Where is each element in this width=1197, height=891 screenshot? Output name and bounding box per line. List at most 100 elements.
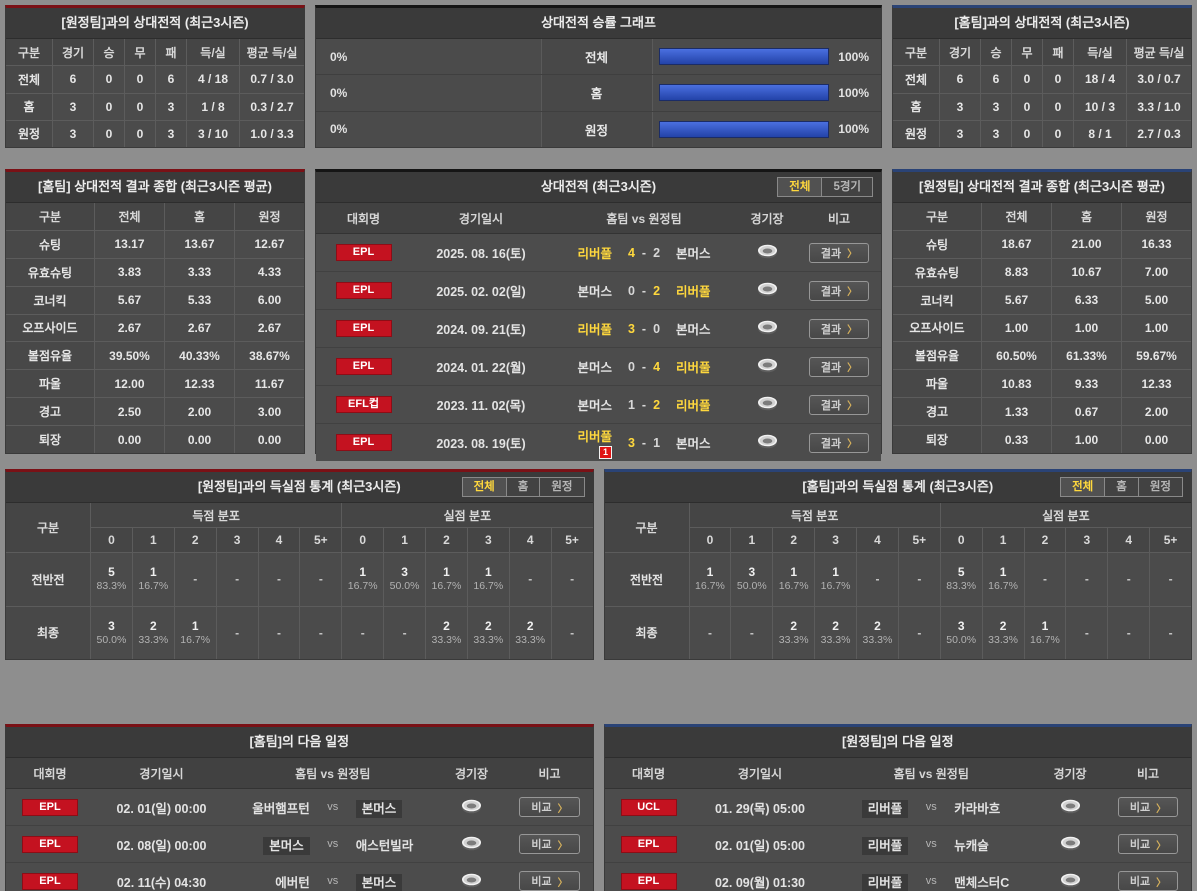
stadium-link[interactable]	[437, 798, 507, 817]
middle-row: [홈팀] 상대전적 결과 종합 (최근3시즌 평균) 구분 전체 홈 원정 슈팅 13.1…	[5, 169, 1192, 461]
tab-홈[interactable]: 홈	[1105, 477, 1139, 497]
winrate-chart-panel: 상대전적 승률 그래프 0% 전체 100% 0% 홈 100% 0% 원정 100%	[315, 5, 882, 148]
away-winrate-bar-track	[658, 120, 830, 138]
stadium-link[interactable]	[737, 395, 797, 414]
schedule-teams: 리버풀 vs 맨체스터C	[828, 872, 1036, 891]
compare-button[interactable]: 비교 〉	[519, 834, 580, 854]
tab-원정[interactable]: 원정	[1138, 477, 1183, 497]
count-value: 2	[443, 618, 450, 633]
stat-value: 2.67	[165, 314, 234, 342]
stat-value: 13.67	[165, 230, 234, 258]
home-winrate-value: 0%	[330, 49, 348, 64]
stat-value: 0.33	[982, 426, 1051, 453]
league-cell: EPL	[6, 872, 94, 890]
away-winrate-value: 100%	[838, 85, 869, 100]
note-column-header: 비고	[1136, 766, 1160, 781]
stadium-link[interactable]	[737, 243, 797, 262]
percent-value: 16.7%	[473, 580, 504, 593]
away-team-label: 본머스	[355, 873, 403, 891]
empty-value: -	[749, 625, 754, 640]
compare-button[interactable]: 비교 〉	[1117, 834, 1179, 854]
schedule-teams: 본머스 vs 애스턴빌라	[229, 835, 437, 855]
home-team-label: 본머스	[577, 399, 612, 413]
vs-label: vs	[327, 838, 339, 850]
match-date: 2024. 01. 22(월)	[436, 361, 526, 375]
match-score: 3-0	[612, 322, 676, 336]
result-button[interactable]: 결과 〉	[808, 432, 870, 453]
goal-dist-cell: -	[174, 553, 216, 606]
teams-column-header: 홈팀 vs 원정팀	[295, 766, 371, 781]
tab-5경기[interactable]: 5경기	[822, 177, 873, 197]
schedule-table-body: EPL 02. 01(일) 00:00 울버햄프턴 vs 본머스 비교 〉 EPL 02. 08…	[6, 789, 593, 891]
stadium-link[interactable]	[737, 319, 797, 338]
percent-value: 16.7%	[180, 633, 211, 646]
compare-button[interactable]: 비교 〉	[519, 797, 580, 817]
compare-button[interactable]: 비교 〉	[1117, 871, 1179, 891]
stat-value: 0.00	[95, 426, 164, 453]
column-header: 패	[1043, 39, 1073, 66]
result-button[interactable]: 결과 〉	[808, 242, 870, 263]
result-button[interactable]: 결과 〉	[808, 394, 870, 415]
tab-전체[interactable]: 전체	[777, 177, 823, 197]
stadium-link[interactable]	[737, 433, 797, 452]
stadium-link[interactable]	[737, 357, 797, 376]
result-button-label: 결과	[820, 399, 842, 412]
league-badge: EPL	[335, 244, 392, 261]
result-button[interactable]: 결과 〉	[808, 356, 870, 377]
date-column-header: 경기일시	[737, 766, 783, 781]
score-separator: -	[641, 283, 647, 298]
stat-value: 0.3 / 2.7	[240, 93, 304, 120]
date-column-header: 경기일시	[139, 766, 184, 781]
match-row: EPL 2025. 02. 02(일) 본머스 0-2 리버풀 결과 〉	[316, 272, 881, 310]
column-header: 무	[1012, 39, 1042, 66]
percent-value: 33.3%	[473, 633, 504, 646]
result-button[interactable]: 결과 〉	[808, 318, 870, 339]
percent-value: 33.3%	[138, 633, 169, 646]
match-score: 3-1	[612, 436, 676, 450]
result-button[interactable]: 결과 〉	[808, 280, 870, 301]
tab-원정[interactable]: 원정	[540, 477, 585, 497]
compare-button[interactable]: 비교 〉	[1117, 797, 1179, 817]
stadium-link[interactable]	[737, 281, 797, 300]
result-button-label: 결과	[820, 247, 842, 260]
column-header: 홈	[165, 203, 234, 230]
home-score: 3	[627, 435, 635, 450]
goal-dist-cell: -	[857, 553, 898, 606]
stadium-link[interactable]	[1035, 798, 1105, 817]
schedule-row: EPL 02. 09(월) 01:30 리버풀 vs 맨체스터C 비교 〉	[604, 863, 1191, 891]
stadium-icon	[460, 798, 483, 817]
away-score: 2	[653, 397, 661, 412]
table-header-row: 대회명 경기일시 홈팀 vs 원정팀 경기장 비고	[6, 758, 593, 789]
percent-value: 50.0%	[946, 633, 977, 646]
chevron-right-icon: 〉	[557, 803, 568, 815]
note-column-header: 비고	[827, 211, 851, 226]
stadium-link[interactable]	[437, 872, 507, 891]
stadium-link[interactable]	[1035, 872, 1105, 891]
row-label: 파울	[893, 370, 981, 398]
compare-button[interactable]: 비교 〉	[519, 871, 580, 891]
note-cell: 결과 〉	[797, 432, 881, 453]
schedule-row: [홈팀]의 다음 일정 대회명 경기일시 홈팀 vs 원정팀 경기장 비고 EPL 02.…	[5, 724, 1192, 891]
row-label: 유효슈팅	[893, 258, 981, 286]
tab-전체[interactable]: 전체	[1060, 477, 1106, 497]
percent-value: 33.3%	[515, 633, 546, 646]
league-cell: EPL	[316, 434, 411, 451]
stadium-link[interactable]	[437, 835, 507, 854]
home-score: 0	[627, 283, 635, 298]
goal-dist-cell: -	[1150, 606, 1191, 659]
away-team-name: 본머스	[355, 798, 427, 818]
stadium-link[interactable]	[1035, 835, 1105, 854]
score-separator: -	[641, 397, 647, 412]
conceded-group-header: 실점 분포	[940, 503, 1191, 527]
note-column-header: 비고	[538, 766, 561, 781]
away-score: 4	[653, 359, 661, 374]
match-score: 1-2	[612, 398, 676, 412]
goal-dist-cell: 5 83.3%	[940, 553, 982, 606]
tab-전체[interactable]: 전체	[461, 477, 507, 497]
stat-value: 1.00	[1052, 314, 1121, 342]
row-label: 최종	[604, 606, 689, 659]
tab-홈[interactable]: 홈	[506, 477, 541, 497]
bin-header: 5+	[1150, 528, 1191, 552]
empty-value: -	[1126, 572, 1131, 587]
stat-value: 12.00	[95, 370, 164, 398]
